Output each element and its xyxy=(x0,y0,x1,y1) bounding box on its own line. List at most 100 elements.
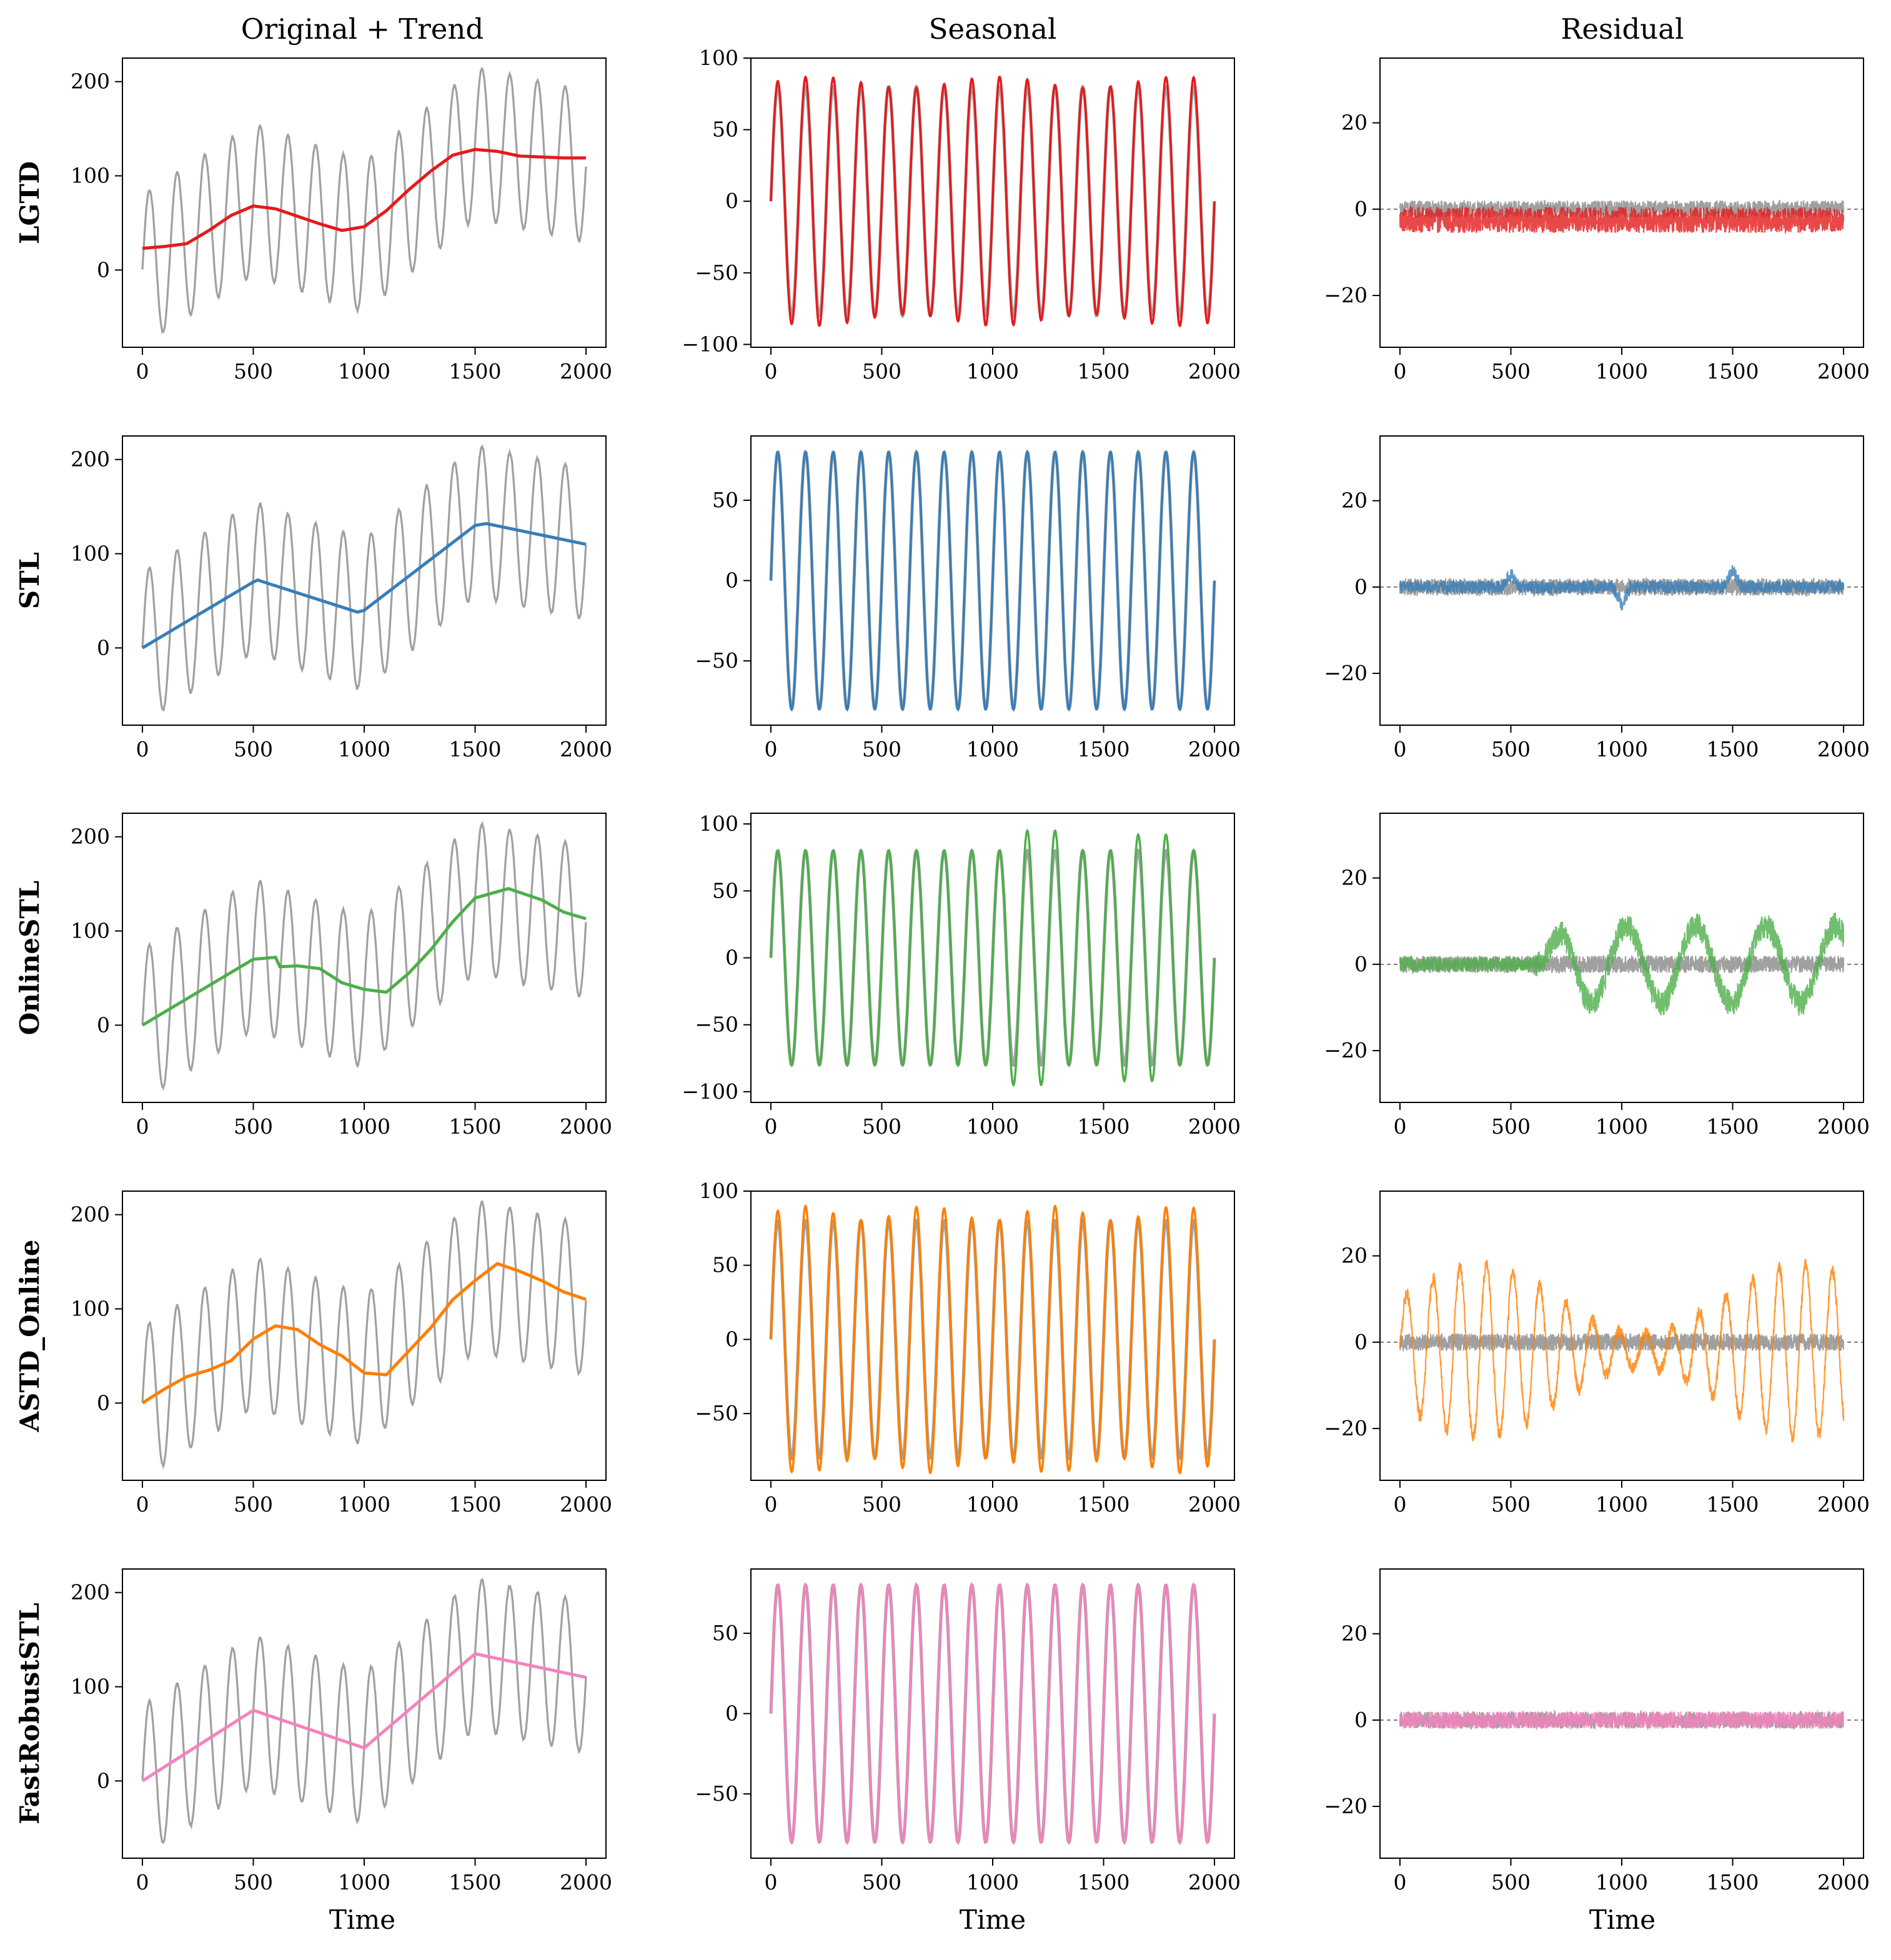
y-tick-label: −20 xyxy=(1324,1038,1367,1062)
x-tick-label: 500 xyxy=(862,1114,901,1139)
column-titles: Original + Trend Seasonal Residual xyxy=(241,12,1684,46)
x-tick-label: 0 xyxy=(136,359,149,384)
y-tick-label: 0 xyxy=(97,1768,110,1793)
panel-residual-astd-online-plot-area xyxy=(1380,1259,1864,1443)
y-tick-label: 50 xyxy=(712,878,738,903)
y-tick-label: 100 xyxy=(71,164,110,188)
x-tick-label: 1000 xyxy=(338,1870,390,1894)
panel-residual-lgtd: 0 500 1000 1500 2000−20020 xyxy=(1324,58,1870,384)
y-tick-label: 100 xyxy=(71,919,110,943)
y-tick-label: 0 xyxy=(725,189,738,213)
y-tick-label: 20 xyxy=(1341,111,1367,135)
panel-residual-fastrobuststl-plot-area xyxy=(1380,1711,1864,1729)
x-tick-label: 1000 xyxy=(338,737,390,761)
panel-residual-onlinestl: 0 500 1000 1500 2000−20020 xyxy=(1324,813,1870,1139)
y-tick-label: 0 xyxy=(725,568,738,593)
x-axis-label-col1: Time xyxy=(329,1904,395,1935)
x-tick-label: 500 xyxy=(234,1492,273,1517)
x-tick-label: 0 xyxy=(764,1114,777,1139)
x-tick-label: 1000 xyxy=(966,1870,1019,1894)
x-tick-label: 500 xyxy=(234,737,273,761)
panel-seasonal-astd-online-plot-area xyxy=(771,1206,1214,1473)
x-tick-label: 500 xyxy=(862,359,901,384)
y-tick-label: 50 xyxy=(712,1621,738,1645)
x-tick-label: 1000 xyxy=(338,1114,390,1139)
panel-seasonal-onlinestl: 0 500 1000 1500 2000−100−50050100 xyxy=(682,811,1241,1139)
y-tick-label: 0 xyxy=(725,1701,738,1726)
x-tick-label: 1500 xyxy=(1078,1870,1130,1894)
y-tick-label: 50 xyxy=(712,488,738,512)
row-label-fastrobuststl: FastRobustSTL xyxy=(14,1603,45,1824)
row-label-astd-online: ASTD_Online xyxy=(14,1240,45,1433)
panel-residual-lgtd-plot-area xyxy=(1380,200,1864,233)
x-tick-label: 1000 xyxy=(1596,359,1648,384)
x-tick-label: 1500 xyxy=(1707,1114,1759,1139)
x-tick-label: 2000 xyxy=(1188,1492,1241,1517)
y-tick-label: 200 xyxy=(71,1580,110,1605)
decomposition-figure: Original + Trend Seasonal Residual LGTD 0… xyxy=(0,0,1891,1960)
y-tick-label: 0 xyxy=(97,1390,110,1415)
row-label-lgtd: LGTD xyxy=(14,161,45,244)
y-tick-label: 20 xyxy=(1341,1621,1367,1646)
panel-seasonal-stl: 0 500 1000 1500 2000−50050 xyxy=(695,436,1241,761)
y-tick-label: −20 xyxy=(1324,283,1367,307)
y-tick-label: 20 xyxy=(1341,488,1367,513)
panel-original-stl-plot-area xyxy=(142,447,586,710)
panel-original-onlinestl-plot-area xyxy=(142,824,586,1088)
x-tick-label: 2000 xyxy=(1188,1114,1241,1139)
y-tick-label: 50 xyxy=(712,117,738,142)
y-tick-label: −20 xyxy=(1324,1416,1367,1440)
y-tick-label: 100 xyxy=(699,811,738,836)
panel-seasonal-lgtd-plot-area xyxy=(771,77,1214,326)
original-series-line xyxy=(142,1580,586,1843)
x-tick-label: 2000 xyxy=(560,737,612,761)
x-tick-label: 1500 xyxy=(449,359,502,384)
x-tick-label: 500 xyxy=(234,1114,273,1139)
original-series-line xyxy=(142,824,586,1088)
original-series-line xyxy=(142,447,586,710)
x-tick-label: 0 xyxy=(1393,1114,1406,1139)
panel-original-astd-online: 0 500 1000 1500 20000100200 xyxy=(71,1191,612,1517)
y-tick-label: 0 xyxy=(1354,1708,1367,1732)
y-tick-label: 0 xyxy=(1354,575,1367,599)
y-tick-label: −50 xyxy=(695,1401,738,1425)
x-tick-label: 2000 xyxy=(560,1492,612,1517)
x-tick-label: 1500 xyxy=(1078,359,1130,384)
x-tick-label: 1000 xyxy=(966,359,1019,384)
seasonal-line-stl xyxy=(771,452,1214,710)
x-tick-label: 0 xyxy=(1393,1492,1406,1517)
row-label-onlinestl: OnlineSTL xyxy=(14,881,45,1035)
panel-original-onlinestl: 0 500 1000 1500 2000 0 100 200 xyxy=(71,813,612,1139)
x-tick-label: 500 xyxy=(234,359,273,384)
y-tick-label: −50 xyxy=(695,260,738,285)
x-tick-label: 0 xyxy=(1393,1870,1406,1894)
x-axis-labels: Time Time Time xyxy=(329,1904,1655,1935)
panel-seasonal-fastrobuststl-plot-area xyxy=(771,1585,1214,1843)
y-tick-label: 0 xyxy=(725,1327,738,1351)
x-tick-label: 1000 xyxy=(966,1114,1019,1139)
x-tick-label: 2000 xyxy=(560,1870,612,1894)
panel-seasonal-astd-online: 0 500 1000 1500 2000−50050100 xyxy=(695,1179,1241,1517)
y-tick-label: 200 xyxy=(71,1202,110,1227)
x-tick-label: 500 xyxy=(1491,1492,1531,1517)
y-tick-label: 100 xyxy=(71,1297,110,1321)
x-tick-label: 0 xyxy=(1393,359,1406,384)
x-tick-label: 2000 xyxy=(1817,1114,1870,1139)
x-axis-label-col2: Time xyxy=(960,1904,1026,1935)
y-tick-label: 0 xyxy=(1354,1330,1367,1354)
y-tick-label: 0 xyxy=(1354,952,1367,976)
x-tick-label: 500 xyxy=(1491,359,1531,384)
x-tick-label: 1000 xyxy=(338,359,390,384)
panel-original-astd-online-plot-area xyxy=(142,1202,586,1467)
y-tick-label: 100 xyxy=(71,1675,110,1699)
x-tick-label: 1500 xyxy=(1707,1870,1759,1894)
y-tick-label: 0 xyxy=(97,257,110,282)
y-tick-label: 50 xyxy=(712,1253,738,1277)
y-tick-label: −50 xyxy=(695,1012,738,1037)
x-tick-label: 2000 xyxy=(1817,737,1870,761)
panel-seasonal-onlinestl-plot-area xyxy=(771,831,1214,1085)
x-tick-label: 1500 xyxy=(1078,1492,1130,1517)
x-tick-label: 500 xyxy=(862,737,901,761)
panel-seasonal-stl-plot-area xyxy=(771,452,1214,710)
seasonal-line-fastrobuststl xyxy=(771,1585,1214,1843)
